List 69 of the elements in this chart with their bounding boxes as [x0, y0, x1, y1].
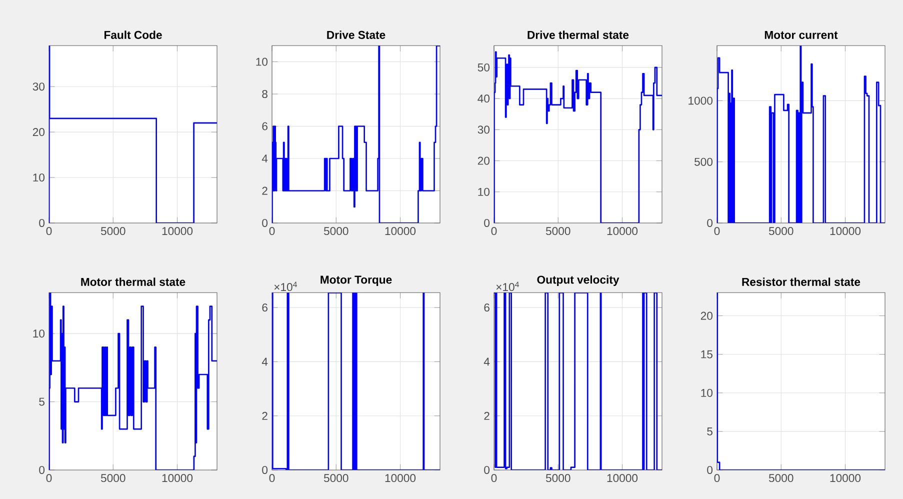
- y-tick-label: 2: [484, 412, 490, 420]
- x-tick-label: 0: [46, 227, 52, 236]
- chart-title: Fault Code: [104, 30, 162, 39]
- y-tick-label: 500: [694, 158, 713, 166]
- x-tick-label: 0: [491, 227, 497, 236]
- x-tick-label: 10000: [607, 474, 638, 482]
- x-tick-label: 10000: [385, 474, 416, 482]
- y-tick-label: 40: [478, 94, 490, 103]
- y-tick-label: 8: [262, 90, 268, 98]
- chart-title: Drive thermal state: [528, 30, 629, 39]
- x-tick-label: 0: [714, 474, 720, 482]
- y-tick-label: 5: [707, 427, 712, 436]
- y-tick-label: 0: [707, 466, 713, 474]
- y-tick-label: 4: [262, 154, 268, 162]
- y-tick-label: 0: [39, 466, 45, 474]
- y-tick-label: 50: [478, 63, 490, 72]
- y-tick-label: 0: [484, 466, 490, 474]
- x-tick-label: 10000: [385, 227, 416, 236]
- text: ×10$^{4}$: [274, 282, 298, 292]
- y-tick-label: 2: [262, 186, 268, 195]
- y-tick-label: 0: [707, 218, 713, 227]
- y-tick-label: 2: [262, 412, 268, 420]
- y-tick-label: 20: [32, 128, 45, 136]
- y-tick-label: 6: [484, 304, 490, 312]
- x-tick-label: 0: [46, 474, 52, 482]
- y-tick-label: 10: [256, 58, 268, 66]
- x-tick-label: 5000: [768, 474, 794, 482]
- y-tick-label: 4: [262, 358, 268, 366]
- chart-title: Motor thermal state: [81, 278, 186, 286]
- y-tick-label: 1000: [688, 96, 713, 105]
- chart-title: Drive State: [327, 30, 386, 39]
- x-tick-label: 0: [269, 474, 275, 482]
- y-tick-label: 15: [701, 350, 712, 358]
- chart-title: Output velocity: [537, 275, 620, 286]
- x-tick-label: 0: [714, 227, 720, 236]
- y-tick-label: 0: [484, 218, 490, 227]
- chart-title: Resistor thermal state: [742, 278, 860, 286]
- x-tick-label: 5000: [100, 474, 126, 482]
- x-tick-label: 10000: [162, 474, 193, 482]
- y-tick-label: 6: [262, 304, 268, 312]
- y-tick-label: 4: [484, 358, 490, 366]
- chart-title: Motor current: [764, 31, 838, 39]
- y-tick-label: 0: [262, 218, 268, 227]
- text: ×10$^{4}$: [496, 282, 520, 292]
- x-tick-label: 0: [269, 227, 275, 236]
- x-tick-label: 10000: [830, 474, 861, 482]
- x-tick-label: 10000: [607, 227, 638, 236]
- x-tick-label: 5000: [546, 474, 570, 482]
- chart-title: Motor Torque: [320, 276, 392, 286]
- y-tick-label: 0: [262, 466, 268, 474]
- y-tick-label: 0: [39, 218, 45, 227]
- y-tick-label: 20: [478, 156, 490, 165]
- y-tick-label: 10: [701, 388, 713, 397]
- x-tick-label: 5000: [324, 227, 348, 236]
- x-tick-label: 5000: [546, 227, 570, 236]
- y-tick-label: 30: [478, 126, 490, 134]
- y-tick-label: 10: [478, 188, 490, 196]
- y-tick-label: 10: [33, 330, 45, 338]
- y-tick-label: 5: [39, 398, 44, 406]
- y-tick-label: 10: [33, 174, 45, 182]
- y-tick-label: 20: [700, 312, 713, 320]
- x-tick-label: 5000: [768, 227, 794, 236]
- x-tick-label: 5000: [324, 474, 348, 482]
- x-tick-label: 10000: [162, 227, 193, 236]
- x-tick-label: 5000: [100, 227, 126, 236]
- y-tick-label: 30: [32, 82, 45, 91]
- x-tick-label: 0: [491, 474, 497, 482]
- x-tick-label: 10000: [830, 227, 861, 236]
- y-tick-label: 6: [262, 122, 268, 130]
